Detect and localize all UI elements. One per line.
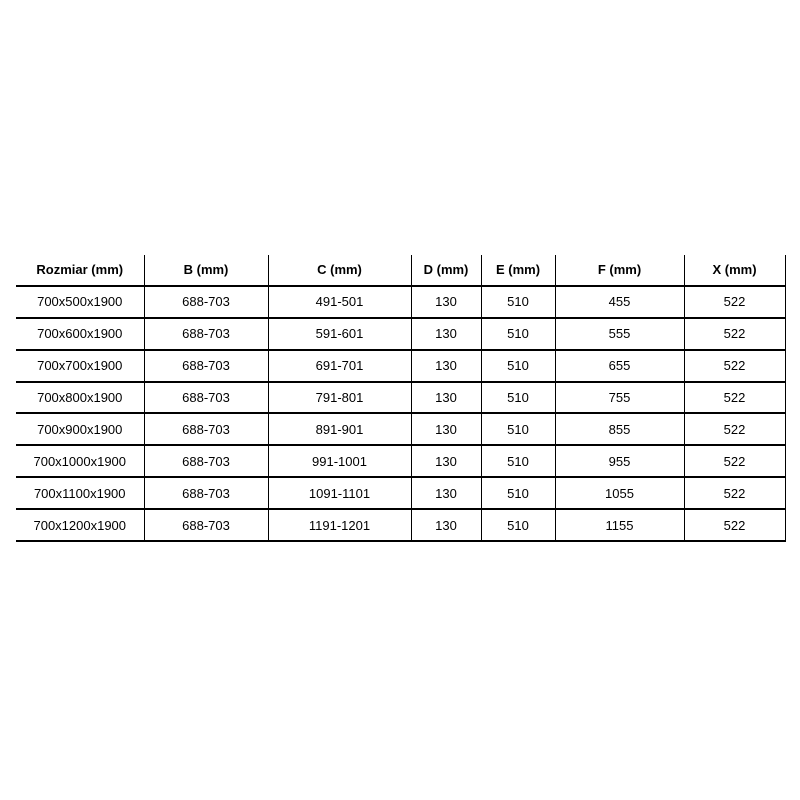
table-row: 700x1100x1900 688-703 1091-1101 130 510 … (16, 477, 786, 511)
cell-d: 130 (411, 317, 482, 351)
cell-c: 1091-1101 (268, 477, 412, 511)
cell-e: 510 (481, 477, 556, 511)
cell-rozmiar: 700x500x1900 (16, 285, 145, 319)
cell-x: 522 (684, 285, 786, 319)
cell-b: 688-703 (144, 413, 269, 447)
column-header-e: E (mm) (481, 255, 556, 287)
cell-e: 510 (481, 349, 556, 383)
cell-d: 130 (411, 413, 482, 447)
cell-d: 130 (411, 445, 482, 479)
cell-rozmiar: 700x1100x1900 (16, 477, 145, 511)
cell-c: 491-501 (268, 285, 412, 319)
cell-d: 130 (411, 381, 482, 415)
cell-rozmiar: 700x600x1900 (16, 317, 145, 351)
cell-e: 510 (481, 509, 556, 543)
cell-d: 130 (411, 477, 482, 511)
cell-x: 522 (684, 317, 786, 351)
cell-b: 688-703 (144, 349, 269, 383)
cell-c: 591-601 (268, 317, 412, 351)
column-header-f: F (mm) (555, 255, 685, 287)
cell-d: 130 (411, 285, 482, 319)
cell-e: 510 (481, 445, 556, 479)
table-row: 700x600x1900 688-703 591-601 130 510 555… (16, 317, 786, 351)
cell-x: 522 (684, 381, 786, 415)
cell-rozmiar: 700x1200x1900 (16, 509, 145, 543)
cell-rozmiar: 700x700x1900 (16, 349, 145, 383)
cell-x: 522 (684, 445, 786, 479)
cell-f: 955 (555, 445, 685, 479)
cell-rozmiar: 700x1000x1900 (16, 445, 145, 479)
table-row: 700x1200x1900 688-703 1191-1201 130 510 … (16, 509, 786, 543)
cell-x: 522 (684, 509, 786, 543)
cell-f: 455 (555, 285, 685, 319)
column-header-rozmiar: Rozmiar (mm) (16, 255, 145, 287)
cell-b: 688-703 (144, 285, 269, 319)
cell-e: 510 (481, 381, 556, 415)
cell-b: 688-703 (144, 477, 269, 511)
table-row: 700x700x1900 688-703 691-701 130 510 655… (16, 349, 786, 383)
cell-f: 755 (555, 381, 685, 415)
cell-f: 855 (555, 413, 685, 447)
cell-f: 655 (555, 349, 685, 383)
cell-rozmiar: 700x900x1900 (16, 413, 145, 447)
column-header-c: C (mm) (268, 255, 412, 287)
cell-x: 522 (684, 349, 786, 383)
cell-b: 688-703 (144, 381, 269, 415)
column-header-d: D (mm) (411, 255, 482, 287)
table-header: Rozmiar (mm) B (mm) C (mm) D (mm) E (mm)… (16, 255, 786, 287)
cell-c: 691-701 (268, 349, 412, 383)
cell-f: 1055 (555, 477, 685, 511)
cell-x: 522 (684, 413, 786, 447)
cell-c: 891-901 (268, 413, 412, 447)
cell-f: 555 (555, 317, 685, 351)
cell-c: 1191-1201 (268, 509, 412, 543)
cell-d: 130 (411, 349, 482, 383)
table-body: 700x500x1900 688-703 491-501 130 510 455… (16, 285, 786, 543)
cell-b: 688-703 (144, 509, 269, 543)
cell-c: 991-1001 (268, 445, 412, 479)
cell-rozmiar: 700x800x1900 (16, 381, 145, 415)
header-row: Rozmiar (mm) B (mm) C (mm) D (mm) E (mm)… (16, 255, 786, 287)
cell-f: 1155 (555, 509, 685, 543)
table-row: 700x500x1900 688-703 491-501 130 510 455… (16, 285, 786, 319)
table-row: 700x1000x1900 688-703 991-1001 130 510 9… (16, 445, 786, 479)
column-header-x: X (mm) (684, 255, 786, 287)
cell-e: 510 (481, 413, 556, 447)
product-dimensions-table: Rozmiar (mm) B (mm) C (mm) D (mm) E (mm)… (16, 255, 786, 543)
table-row: 700x900x1900 688-703 891-901 130 510 855… (16, 413, 786, 447)
column-header-b: B (mm) (144, 255, 269, 287)
cell-e: 510 (481, 317, 556, 351)
cell-c: 791-801 (268, 381, 412, 415)
cell-e: 510 (481, 285, 556, 319)
cell-d: 130 (411, 509, 482, 543)
cell-b: 688-703 (144, 445, 269, 479)
table-row: 700x800x1900 688-703 791-801 130 510 755… (16, 381, 786, 415)
cell-b: 688-703 (144, 317, 269, 351)
cell-x: 522 (684, 477, 786, 511)
